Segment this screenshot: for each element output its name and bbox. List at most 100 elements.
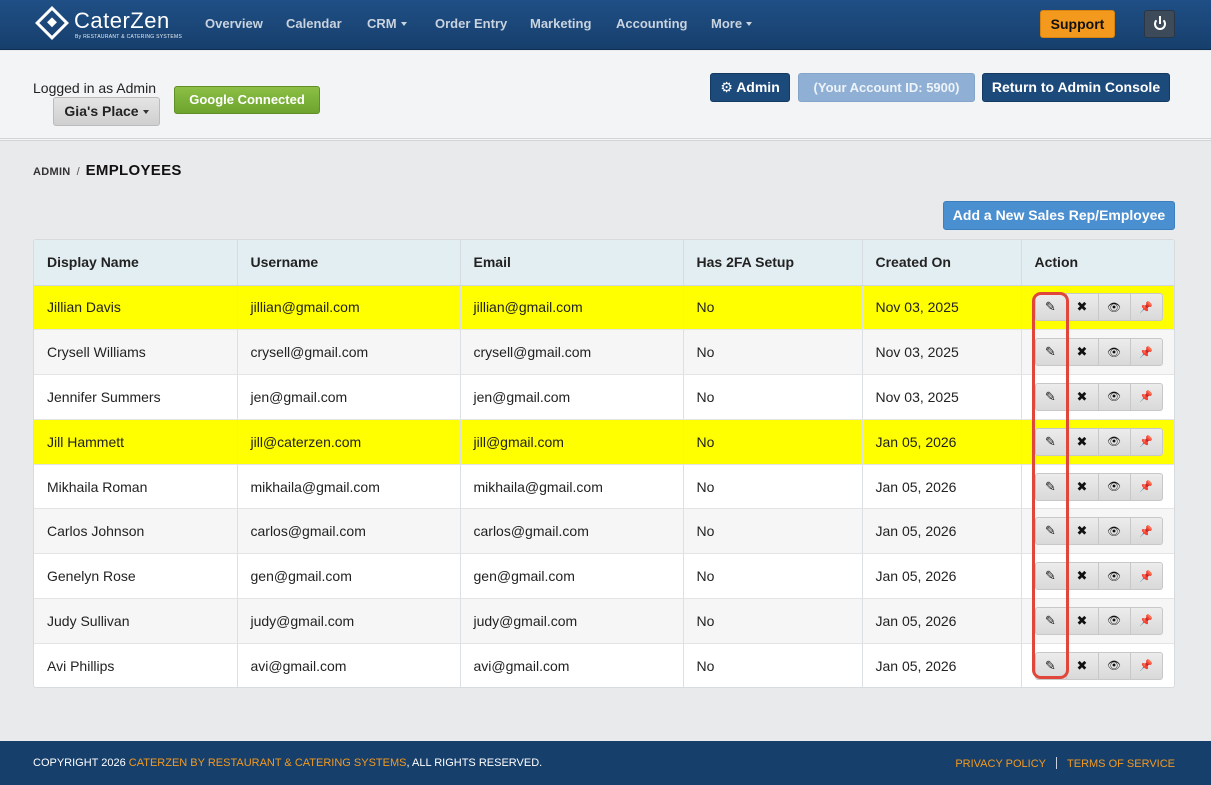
column-header-email[interactable]: Email xyxy=(460,240,684,286)
delete-button[interactable]: ✖ xyxy=(1066,472,1099,501)
footer-divider xyxy=(1056,757,1058,769)
company-link[interactable]: CATERZEN BY RESTAURANT & CATERING SYSTEM… xyxy=(128,757,407,769)
display-name-cell: Crysell Williams xyxy=(34,329,238,376)
2fa-cell: No xyxy=(683,329,863,376)
2fa-cell: No xyxy=(683,464,863,510)
logo-diamond-icon xyxy=(35,6,69,40)
add-employee-button[interactable]: Add a New Sales Rep/Employee xyxy=(943,201,1175,230)
email-cell: carlos@gmail.com xyxy=(460,508,684,555)
table-row: Jennifer Summers jen@gmail.com jen@gmail.c… xyxy=(34,374,1174,420)
edit-icon: ✎ xyxy=(1045,299,1056,315)
nav-more-label: More xyxy=(711,16,743,31)
table-row: Jillian Davis jillian@gmail.com jillian@gm… xyxy=(34,285,1174,331)
caterzen-logo[interactable]: CaterZen By RESTAURANT & CATERING SYSTEM… xyxy=(35,6,182,42)
pin-button[interactable]: 📌 xyxy=(1130,517,1163,546)
pin-icon: 📌 xyxy=(1139,346,1153,359)
nav-calendar[interactable]: Calendar xyxy=(286,16,342,31)
edit-button[interactable]: ✎ xyxy=(1034,562,1067,591)
table-row: Avi Phillips avi@gmail.com avi@gmail.com No… xyxy=(34,643,1174,687)
column-header-display-name[interactable]: Display Name xyxy=(34,240,238,286)
nav-accounting[interactable]: Accounting xyxy=(616,16,688,31)
pin-button[interactable]: 📌 xyxy=(1130,651,1163,680)
edit-button[interactable]: ✎ xyxy=(1034,293,1067,322)
page-title: EMPLOYEES xyxy=(85,162,182,179)
location-dropdown[interactable]: Gia's Place xyxy=(53,97,160,126)
view-button[interactable]: 👁 xyxy=(1098,562,1131,591)
top-navbar: CaterZen By RESTAURANT & CATERING SYSTEM… xyxy=(0,0,1211,50)
delete-button[interactable]: ✖ xyxy=(1066,651,1099,680)
created-on-cell: Jan 05, 2026 xyxy=(862,643,1022,687)
delete-button[interactable]: ✖ xyxy=(1066,606,1099,635)
pin-button[interactable]: 📌 xyxy=(1130,562,1163,591)
pin-button[interactable]: 📌 xyxy=(1130,382,1163,411)
view-button[interactable]: 👁 xyxy=(1098,293,1131,322)
power-icon xyxy=(1154,18,1166,30)
pin-icon: 📌 xyxy=(1139,391,1153,404)
delete-button[interactable]: ✖ xyxy=(1066,427,1099,456)
action-button-group: ✎ ✖ 👁 📌 xyxy=(1034,472,1164,501)
edit-button[interactable]: ✎ xyxy=(1034,382,1067,411)
created-on-cell: Nov 03, 2025 xyxy=(862,329,1022,376)
nav-more[interactable]: More xyxy=(711,16,753,31)
pin-button[interactable]: 📌 xyxy=(1130,338,1163,367)
email-cell: mikhaila@gmail.com xyxy=(460,464,684,510)
logged-in-text: Logged in as Admin xyxy=(33,80,156,96)
created-on-cell: Jan 05, 2026 xyxy=(862,464,1022,510)
return-to-admin-console-button[interactable]: Return to Admin Console xyxy=(982,73,1170,102)
view-button[interactable]: 👁 xyxy=(1098,427,1131,456)
view-icon: 👁 xyxy=(1107,615,1121,628)
breadcrumb-separator: / xyxy=(76,166,80,178)
delete-button[interactable]: ✖ xyxy=(1066,517,1099,546)
pin-button[interactable]: 📌 xyxy=(1130,606,1163,635)
google-connected-button[interactable]: Google Connected xyxy=(174,86,320,114)
table-row: Genelyn Rose gen@gmail.com gen@gmail.com No… xyxy=(34,553,1174,600)
terms-of-service-link[interactable]: TERMS OF SERVICE xyxy=(1067,758,1175,770)
view-button[interactable]: 👁 xyxy=(1098,472,1131,501)
copyright-suffix: , ALL RIGHTS RESERVED. xyxy=(406,757,543,769)
logo-brand-text: CaterZen xyxy=(74,8,170,33)
footer-copyright: COPYRIGHT 2026 CATERZEN BY RESTAURANT & … xyxy=(33,757,542,769)
table-row: Jill Hammett jill@caterzen.com jill@gmail.… xyxy=(34,419,1174,465)
display-name-cell: Genelyn Rose xyxy=(34,553,238,600)
delete-button[interactable]: ✖ xyxy=(1066,562,1099,591)
edit-button[interactable]: ✎ xyxy=(1034,606,1067,635)
privacy-policy-link[interactable]: PRIVACY POLICY xyxy=(955,758,1047,770)
username-cell: jill@caterzen.com xyxy=(237,419,461,465)
pin-button[interactable]: 📌 xyxy=(1130,472,1163,501)
edit-icon: ✎ xyxy=(1045,612,1056,628)
support-button[interactable]: Support xyxy=(1040,10,1115,38)
pin-button[interactable]: 📌 xyxy=(1130,293,1163,322)
delete-button[interactable]: ✖ xyxy=(1066,293,1099,322)
delete-icon: ✖ xyxy=(1076,299,1088,315)
breadcrumb-admin-link[interactable]: ADMIN xyxy=(33,166,71,178)
view-button[interactable]: 👁 xyxy=(1098,517,1131,546)
column-header-created-on[interactable]: Created On xyxy=(862,240,1022,286)
column-header-username[interactable]: Username xyxy=(237,240,461,286)
view-button[interactable]: 👁 xyxy=(1098,338,1131,367)
edit-button[interactable]: ✎ xyxy=(1034,472,1067,501)
chevron-down-icon xyxy=(142,110,149,114)
delete-button[interactable]: ✖ xyxy=(1066,382,1099,411)
edit-button[interactable]: ✎ xyxy=(1034,517,1067,546)
pin-icon: 📌 xyxy=(1139,660,1153,673)
view-button[interactable]: 👁 xyxy=(1098,606,1131,635)
nav-marketing[interactable]: Marketing xyxy=(530,16,591,31)
created-on-cell: Nov 03, 2025 xyxy=(862,285,1022,331)
copyright-prefix: COPYRIGHT 2026 xyxy=(33,757,129,769)
column-header-2fa[interactable]: Has 2FA Setup xyxy=(683,240,863,286)
pin-button[interactable]: 📌 xyxy=(1130,427,1163,456)
delete-button[interactable]: ✖ xyxy=(1066,338,1099,367)
edit-button[interactable]: ✎ xyxy=(1034,651,1067,680)
nav-overview[interactable]: Overview xyxy=(205,16,263,31)
edit-button[interactable]: ✎ xyxy=(1034,338,1067,367)
logout-button[interactable] xyxy=(1144,10,1175,38)
chevron-down-icon xyxy=(746,22,753,26)
view-button[interactable]: 👁 xyxy=(1098,651,1131,680)
pin-icon: 📌 xyxy=(1139,525,1153,538)
edit-button[interactable]: ✎ xyxy=(1034,427,1067,456)
admin-button-label: Admin xyxy=(736,79,780,95)
view-button[interactable]: 👁 xyxy=(1098,382,1131,411)
nav-order-entry[interactable]: Order Entry xyxy=(435,16,507,31)
admin-button[interactable]: ⚙ Admin xyxy=(710,73,790,102)
nav-crm[interactable]: CRM xyxy=(367,16,407,31)
